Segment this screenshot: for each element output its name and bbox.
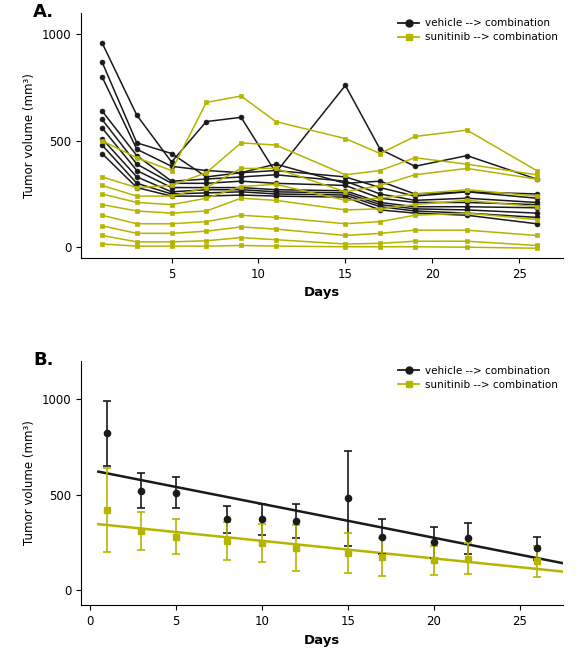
Text: B.: B.: [33, 351, 53, 369]
Legend: vehicle --> combination, sunitinib --> combination: vehicle --> combination, sunitinib --> c…: [398, 366, 557, 390]
Y-axis label: Tumor volume (mm³): Tumor volume (mm³): [23, 73, 37, 198]
Text: A.: A.: [33, 3, 54, 21]
Legend: vehicle --> combination, sunitinib --> combination: vehicle --> combination, sunitinib --> c…: [398, 18, 557, 42]
X-axis label: Days: Days: [304, 633, 340, 646]
Y-axis label: Tumor volume (mm³): Tumor volume (mm³): [23, 421, 37, 546]
X-axis label: Days: Days: [304, 286, 340, 299]
